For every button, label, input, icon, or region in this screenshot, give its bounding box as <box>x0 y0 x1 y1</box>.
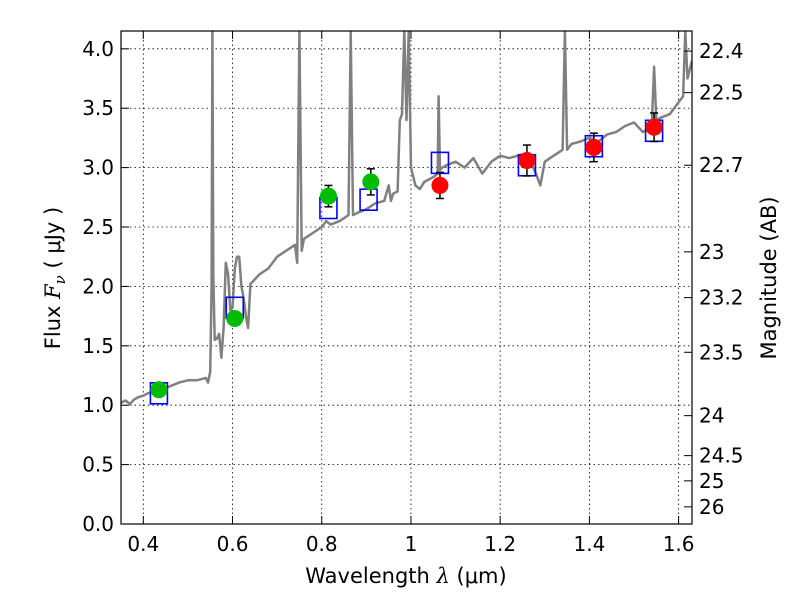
y2-axis-label: Magnitude (AB) <box>757 196 781 359</box>
model-spectrum-line <box>121 31 692 406</box>
x-tick-label: 1.2 <box>484 532 516 556</box>
observed-flux-point <box>362 173 380 191</box>
y-tick-label: 3.5 <box>82 96 114 120</box>
y-tick-label: 1.0 <box>82 393 114 417</box>
x-axis-label-symbol: λ <box>436 564 450 588</box>
mag-tick-label: 22.4 <box>699 39 744 63</box>
x-axis-label: Wavelength λ (μm) <box>305 564 506 588</box>
observed-flux-point <box>319 187 337 205</box>
y-tick-label: 4.0 <box>82 37 114 61</box>
mag-tick-label: 24 <box>699 404 724 428</box>
observed-flux-point <box>431 176 449 194</box>
y-tick-label: 3.0 <box>82 156 114 180</box>
observed-flux-point <box>518 151 536 169</box>
ticks: 0.4 0.6 0.8 1 1.2 1.4 1.6 0.0 0.5 1.0 1.5 2.0 2.5 3.0… <box>82 31 744 556</box>
plot-frame <box>120 30 693 525</box>
x-tick-label: 0.4 <box>127 532 159 556</box>
y-tick-label: 0.0 <box>82 512 114 536</box>
observed-flux-point <box>645 118 663 136</box>
x-tick-label: 1.6 <box>663 532 695 556</box>
mag-tick-label: 26 <box>699 495 724 519</box>
mag-tick-label: 23.5 <box>699 340 744 364</box>
y-axis-label-subscript: ν <box>51 275 69 284</box>
x-tick-label: 0.8 <box>306 532 338 556</box>
observed-flux-point <box>150 381 168 399</box>
mag-tick-label: 22.7 <box>699 153 744 177</box>
mag-tick-label: 25 <box>699 469 724 493</box>
x-tick-label: 1.4 <box>573 532 605 556</box>
mag-tick-label: 24.5 <box>699 444 744 468</box>
x-tick-label: 0.6 <box>217 532 249 556</box>
y-axis-label-symbol: F <box>41 283 65 300</box>
mag-tick-label: 23.2 <box>699 286 744 310</box>
observed-flux-point <box>226 309 244 327</box>
x-tick-label: 1 <box>405 532 418 556</box>
y-axis-label-prefix: Flux <box>41 299 65 349</box>
y-tick-label: 0.5 <box>82 453 114 477</box>
mag-tick-label: 23 <box>699 240 724 264</box>
y-axis-label-unit: ( μJy ) <box>41 207 65 275</box>
y-tick-label: 2.0 <box>82 274 114 298</box>
x-axis-label-prefix: Wavelength <box>305 564 436 588</box>
x-axis-label-unit: (μm) <box>450 564 507 588</box>
y-axis-label: Flux Fν ( μJy ) <box>41 207 69 349</box>
data-layer <box>121 31 692 406</box>
y-tick-label: 1.5 <box>82 334 114 358</box>
observed-flux-point <box>585 138 603 156</box>
mag-tick-label: 22.5 <box>699 81 744 105</box>
y-tick-label: 2.5 <box>82 215 114 239</box>
